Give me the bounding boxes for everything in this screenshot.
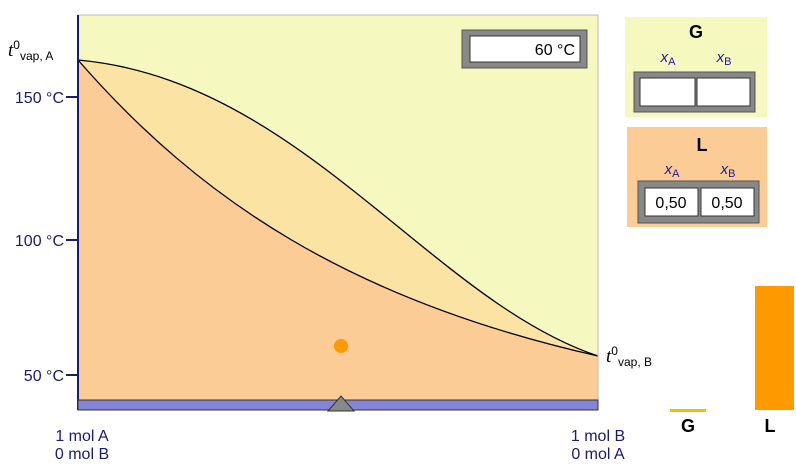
column-header: xA	[660, 49, 677, 68]
bar-label: G	[681, 416, 695, 436]
slider-handle[interactable]	[326, 395, 356, 412]
tick-label: 100 °C	[15, 233, 64, 250]
tick-label: 50 °C	[24, 368, 64, 385]
composition-label: 0 mol A	[571, 446, 625, 463]
temperature-value: 60 °C	[535, 42, 575, 59]
tick-label: 150 °C	[15, 90, 64, 107]
dew-curve	[77, 59, 599, 357]
value-text: 0,50	[655, 195, 686, 212]
value-field	[696, 77, 751, 107]
value-text: 0,50	[711, 195, 742, 212]
value-field	[639, 77, 696, 107]
boiling-point-label: t0vap, B	[606, 344, 652, 369]
panel-title: L	[697, 135, 708, 155]
liquid-amount-bar	[755, 286, 794, 410]
value-field	[644, 187, 699, 217]
gas-region	[78, 15, 598, 356]
column-header: xB	[716, 49, 732, 68]
gas-amount-bar	[670, 409, 706, 412]
composition-label: 1 mol B	[571, 428, 625, 445]
column-header: xB	[720, 161, 736, 180]
composition-label: 1 mol A	[55, 428, 109, 445]
value-field	[700, 187, 755, 217]
panel-title: G	[689, 22, 703, 42]
boiling-point-label: t0vap, A	[8, 38, 53, 63]
bar-label: L	[765, 416, 776, 436]
boiling-curve	[77, 59, 599, 357]
state-point	[334, 339, 348, 353]
composition-label: 0 mol B	[55, 446, 109, 463]
temperature-field	[469, 35, 581, 63]
column-header: xA	[664, 161, 681, 180]
